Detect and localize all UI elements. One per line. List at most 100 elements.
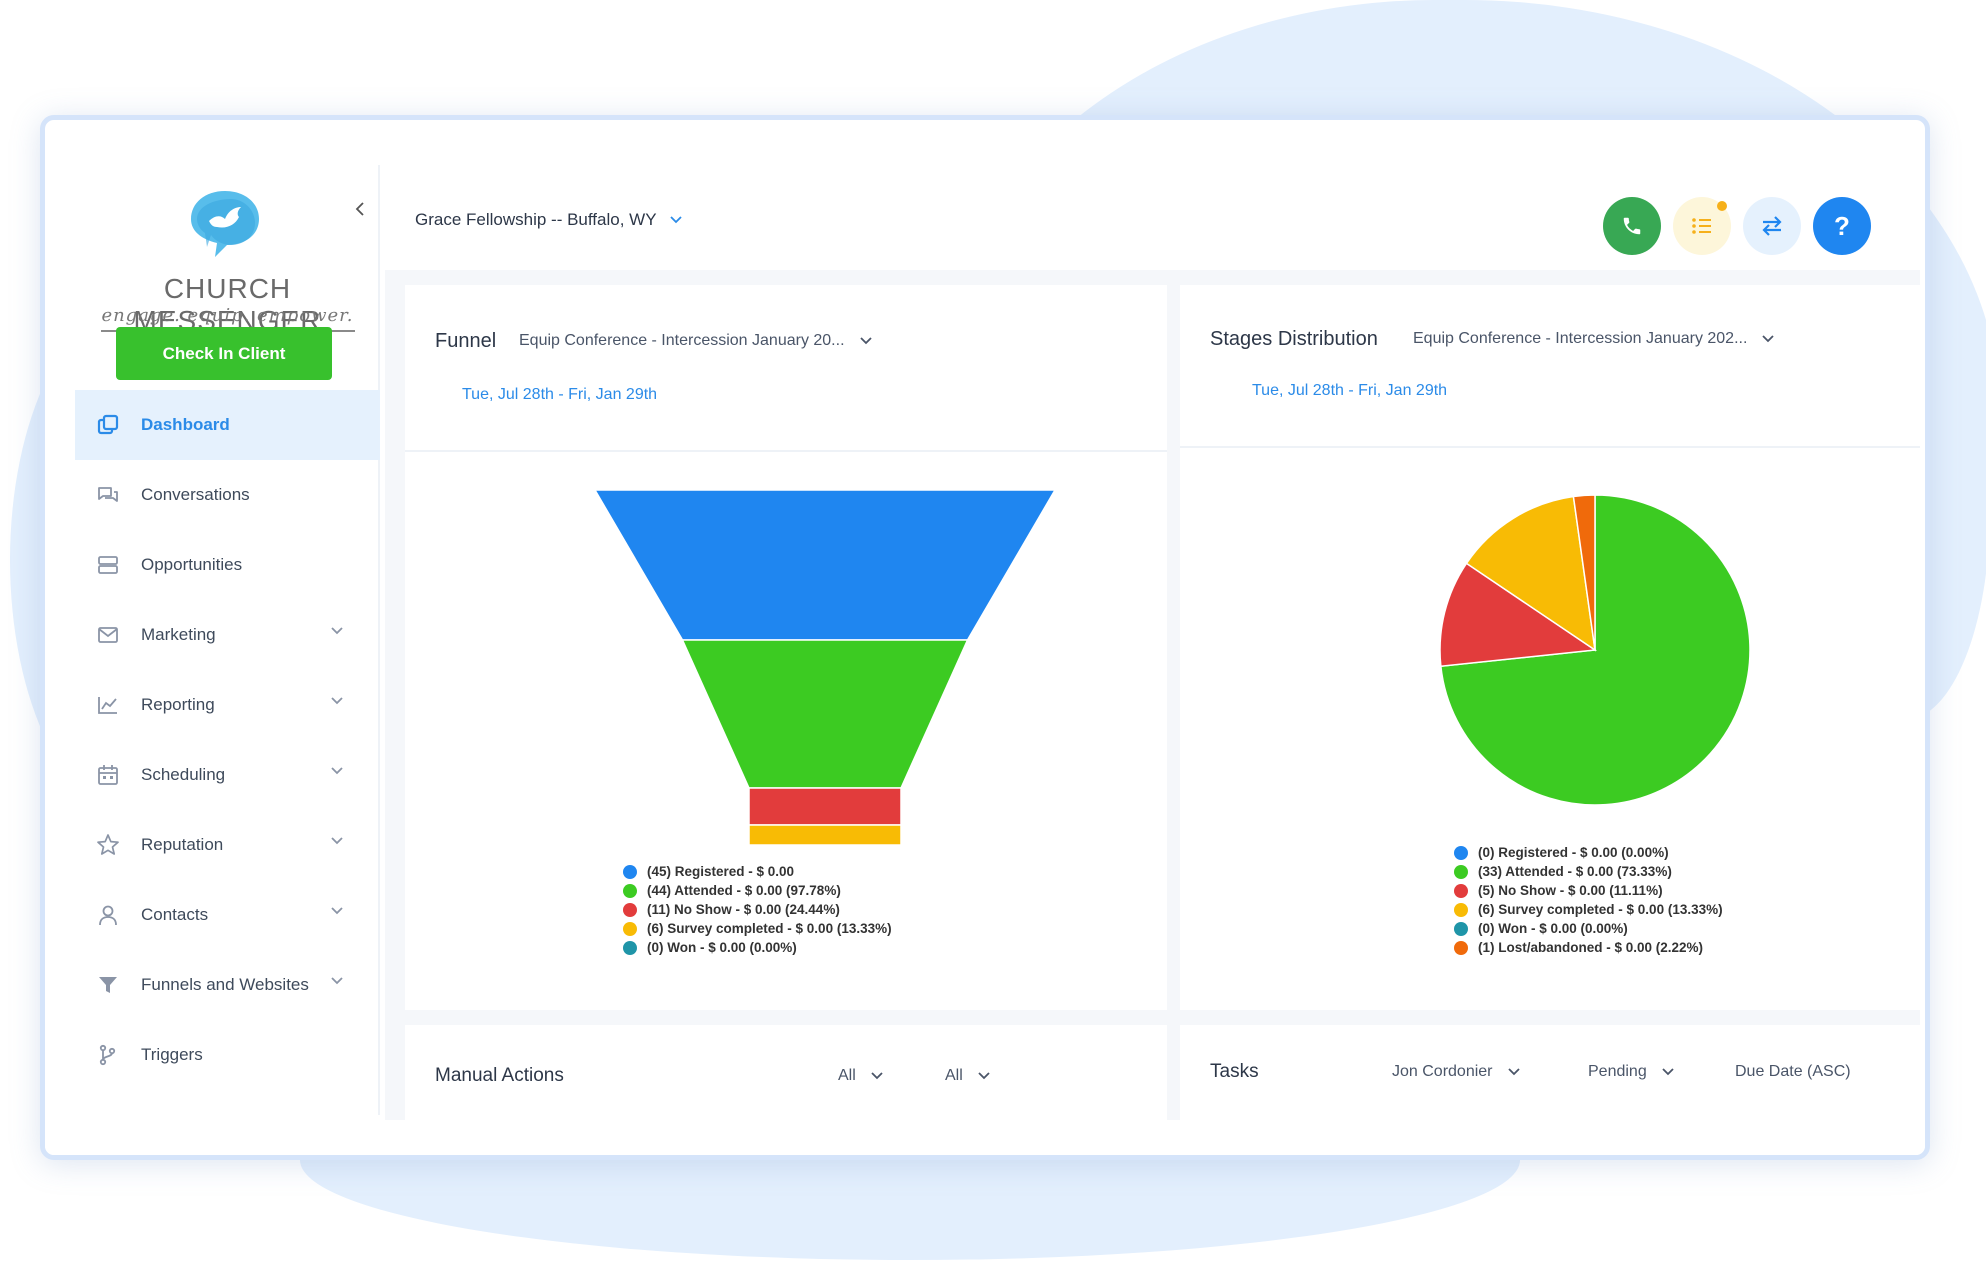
phone-icon [1623, 217, 1641, 235]
sidebar-item-label: Marketing [141, 625, 216, 644]
legend-dot [1454, 921, 1468, 936]
card-divider [405, 450, 1167, 452]
sidebar-item-funnels-and-websites[interactable]: Funnels and Websites [75, 950, 380, 1020]
chevron-down-icon [331, 627, 343, 635]
swap-arrows-icon [1762, 216, 1782, 236]
tasks-notification-button[interactable] [1673, 197, 1731, 255]
legend-dot [623, 921, 637, 936]
chevron-down-icon [331, 697, 343, 705]
legend-item: (5) No Show - $ 0.00 (11.11%) [1454, 881, 1723, 900]
legend-item: (45) Registered - $ 0.00 [623, 862, 892, 881]
legend-item: (11) No Show - $ 0.00 (24.44%) [623, 900, 892, 919]
pie-slice-no-show[interactable] [1439, 562, 1598, 668]
brand-tagline: engage. equip. empower. [101, 305, 354, 326]
user-icon [95, 902, 121, 928]
chart-icon [95, 692, 121, 718]
mail-icon [95, 622, 121, 648]
sidebar-item-marketing[interactable]: Marketing [75, 600, 380, 670]
sidebar-item-opportunities[interactable]: Opportunities [75, 530, 380, 600]
legend-dot [623, 864, 637, 879]
window-bottom [45, 1120, 1925, 1155]
topbar: Grace Fellowship -- Buffalo, WY ? [385, 165, 1925, 275]
stages-pipeline-dropdown[interactable]: Equip Conference - Intercession January … [1413, 330, 1775, 348]
brand-name: CHURCH MESSENGER [133, 273, 322, 336]
chevron-down-icon [978, 1072, 990, 1080]
legend-item: (33) Attended - $ 0.00 (73.33%) [1454, 862, 1723, 881]
manual-actions-filter-2[interactable]: All [945, 1067, 991, 1085]
sidebar-item-label: Reporting [141, 695, 215, 714]
funnel-pipeline-dropdown[interactable]: Equip Conference - Intercession January … [519, 332, 873, 350]
funnel-date-range[interactable]: Tue, Jul 28th - Fri, Jan 29th [462, 386, 658, 403]
legend-item: (44) Attended - $ 0.00 (97.78%) [623, 881, 892, 900]
sidebar-item-conversations[interactable]: Conversations [75, 460, 380, 530]
manual-actions-title: Manual Actions [435, 1065, 564, 1086]
chat-icon [95, 482, 121, 508]
help-button[interactable]: ? [1813, 197, 1871, 255]
funnel-chart [595, 490, 1055, 846]
notification-dot [1717, 201, 1727, 211]
sidebar-item-contacts[interactable]: Contacts [75, 880, 380, 950]
funnel-card: Funnel Equip Conference - Intercession J… [405, 285, 1167, 1010]
star-icon [95, 832, 121, 858]
chevron-down-icon [331, 907, 343, 915]
chevron-down-icon [1762, 335, 1775, 343]
sidebar-item-label: Conversations [141, 485, 250, 504]
legend-dot [1454, 902, 1468, 917]
chevron-down-icon [859, 337, 872, 345]
tasks-sort-dropdown[interactable]: Due Date (ASC) [1735, 1063, 1851, 1080]
pipeline-name: Equip Conference - Intercession January … [1413, 330, 1748, 347]
sidebar-item-reputation[interactable]: Reputation [75, 810, 380, 880]
funnel-segment-registered[interactable] [595, 490, 1055, 641]
dashboard-content: Funnel Equip Conference - Intercession J… [385, 270, 1920, 1145]
sidebar-item-dashboard[interactable]: Dashboard [75, 390, 380, 460]
pipeline-name: Equip Conference - Intercession January … [519, 332, 845, 349]
card-divider [1180, 446, 1920, 448]
stages-distribution-card: Stages Distribution Equip Conference - I… [1180, 285, 1920, 1010]
branch-icon [95, 1042, 121, 1068]
collapse-sidebar-icon[interactable] [353, 200, 373, 220]
sidebar-item-label: Scheduling [141, 765, 226, 784]
sidebar-item-label: Triggers [141, 1045, 203, 1064]
manual-actions-filter-1[interactable]: All [838, 1067, 884, 1085]
legend-dot [1454, 883, 1468, 898]
chevron-down-icon [669, 216, 682, 224]
chevron-down-icon [871, 1072, 883, 1080]
list-icon [1692, 218, 1711, 234]
funnel-title: Funnel [435, 330, 497, 352]
pie-slice-lost-abandoned[interactable] [1572, 494, 1596, 651]
funnel-segment-survey-completed[interactable] [748, 824, 902, 846]
legend-dot [1454, 864, 1468, 879]
location-selector[interactable]: Grace Fellowship -- Buffalo, WY [415, 210, 683, 230]
stages-legend: (0) Registered - $ 0.00 (0.00%) (33) Att… [1454, 843, 1723, 957]
funnel-legend: (45) Registered - $ 0.00 (44) Attended -… [623, 862, 892, 957]
pie-slice-survey-completed[interactable] [1465, 495, 1596, 652]
stages-pie-chart [1439, 494, 1751, 806]
legend-item: (1) Lost/abandoned - $ 0.00 (2.22%) [1454, 938, 1723, 957]
sidebar-item-label: Reputation [141, 835, 224, 854]
tasks-status-dropdown[interactable]: Pending [1588, 1063, 1675, 1081]
phone-button[interactable] [1603, 197, 1661, 255]
sidebar-item-label: Dashboard [141, 415, 230, 434]
sidebar-item-label: Funnels and Websites [141, 975, 309, 994]
chevron-down-icon [1662, 1068, 1674, 1076]
funnel-segment-no-show[interactable] [748, 787, 902, 826]
switch-account-button[interactable] [1743, 197, 1801, 255]
sidebar-item-scheduling[interactable]: Scheduling [75, 740, 380, 810]
sidebar-nav: Dashboard Conversations Opportunities Ma… [75, 390, 380, 1090]
sidebar-item-triggers[interactable]: Triggers [75, 1020, 380, 1090]
tasks-assignee-dropdown[interactable]: Jon Cordonier [1392, 1063, 1521, 1081]
sidebar-item-reporting[interactable]: Reporting [75, 670, 380, 740]
stages-date-range[interactable]: Tue, Jul 28th - Fri, Jan 29th [1252, 382, 1448, 399]
dove-chat-icon [191, 191, 259, 257]
legend-item: (6) Survey completed - $ 0.00 (13.33%) [623, 919, 892, 938]
location-name: Grace Fellowship -- Buffalo, WY [415, 210, 657, 229]
legend-item: (6) Survey completed - $ 0.00 (13.33%) [1454, 900, 1723, 919]
sidebar: CHURCH MESSENGER engage. equip. empower.… [75, 165, 380, 1115]
chevron-down-icon [331, 977, 343, 985]
sidebar-item-label: Contacts [141, 905, 209, 924]
chevron-down-icon [1507, 1068, 1520, 1076]
check-in-client-button[interactable]: Check In Client [116, 327, 332, 380]
legend-dot [623, 902, 637, 917]
filter-icon [95, 972, 121, 998]
funnel-segment-attended[interactable] [681, 639, 969, 789]
